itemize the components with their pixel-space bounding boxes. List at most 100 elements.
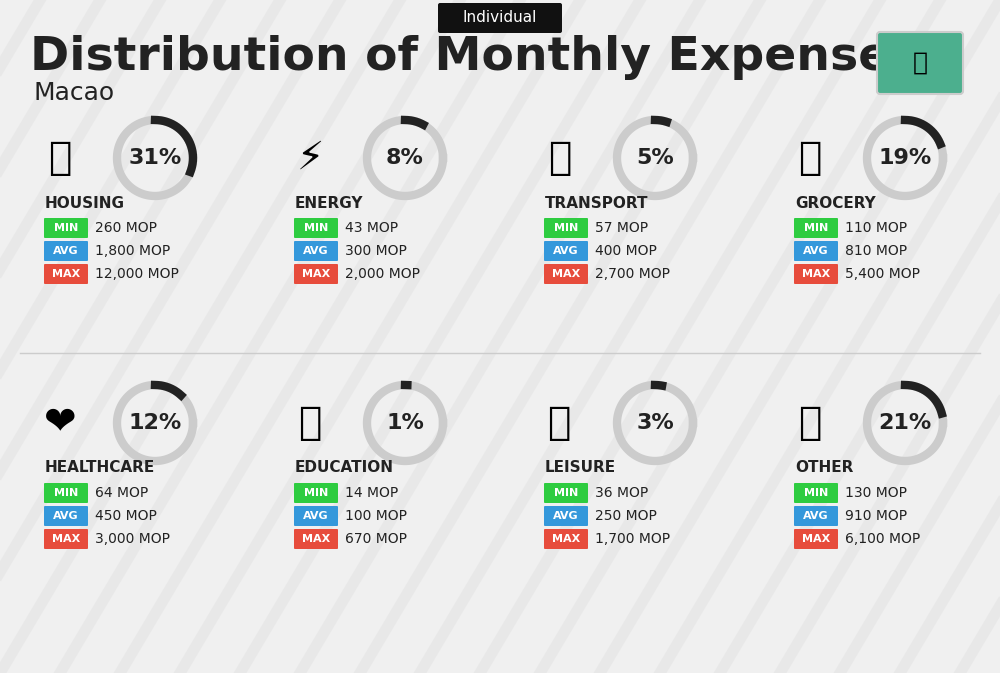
Text: MIN: MIN <box>554 223 578 233</box>
Text: 43 MOP: 43 MOP <box>345 221 398 235</box>
Text: 1,700 MOP: 1,700 MOP <box>595 532 670 546</box>
Text: MIN: MIN <box>804 488 828 498</box>
Text: 100 MOP: 100 MOP <box>345 509 407 523</box>
Text: Individual: Individual <box>463 11 537 26</box>
Text: 3%: 3% <box>636 413 674 433</box>
Text: MIN: MIN <box>54 488 78 498</box>
Text: MIN: MIN <box>554 488 578 498</box>
Text: MAX: MAX <box>802 269 830 279</box>
FancyBboxPatch shape <box>544 241 588 261</box>
Text: MIN: MIN <box>304 223 328 233</box>
Text: 21%: 21% <box>878 413 932 433</box>
Text: 🌺: 🌺 <box>912 51 928 75</box>
Text: 6,100 MOP: 6,100 MOP <box>845 532 920 546</box>
Text: 57 MOP: 57 MOP <box>595 221 648 235</box>
Text: Macao: Macao <box>33 81 114 105</box>
FancyBboxPatch shape <box>544 506 588 526</box>
Text: 3,000 MOP: 3,000 MOP <box>95 532 170 546</box>
Text: 🚌: 🚌 <box>548 139 572 177</box>
Text: AVG: AVG <box>803 246 829 256</box>
Text: 🛍️: 🛍️ <box>548 404 572 442</box>
Text: EDUCATION: EDUCATION <box>295 460 394 476</box>
Text: GROCERY: GROCERY <box>795 195 876 211</box>
FancyBboxPatch shape <box>794 506 838 526</box>
Text: MIN: MIN <box>804 223 828 233</box>
FancyBboxPatch shape <box>294 264 338 284</box>
Text: Distribution of Monthly Expenses: Distribution of Monthly Expenses <box>30 36 918 81</box>
FancyBboxPatch shape <box>44 241 88 261</box>
FancyBboxPatch shape <box>794 483 838 503</box>
Text: MAX: MAX <box>52 534 80 544</box>
Text: 12,000 MOP: 12,000 MOP <box>95 267 179 281</box>
FancyBboxPatch shape <box>44 529 88 549</box>
FancyBboxPatch shape <box>44 483 88 503</box>
Text: 810 MOP: 810 MOP <box>845 244 907 258</box>
Text: 36 MOP: 36 MOP <box>595 486 648 500</box>
Text: 300 MOP: 300 MOP <box>345 244 407 258</box>
FancyBboxPatch shape <box>294 218 338 238</box>
Text: 1%: 1% <box>386 413 424 433</box>
FancyBboxPatch shape <box>877 32 963 94</box>
Text: AVG: AVG <box>303 246 329 256</box>
FancyBboxPatch shape <box>438 3 562 33</box>
Text: 14 MOP: 14 MOP <box>345 486 398 500</box>
Text: MAX: MAX <box>302 269 330 279</box>
Text: MIN: MIN <box>54 223 78 233</box>
Text: 12%: 12% <box>128 413 182 433</box>
Text: LEISURE: LEISURE <box>545 460 616 476</box>
Text: 260 MOP: 260 MOP <box>95 221 157 235</box>
Text: MAX: MAX <box>552 534 580 544</box>
Text: ❤️: ❤️ <box>44 404 76 442</box>
Text: 🎓: 🎓 <box>298 404 322 442</box>
Text: 64 MOP: 64 MOP <box>95 486 148 500</box>
Text: AVG: AVG <box>53 246 79 256</box>
Text: 5%: 5% <box>636 148 674 168</box>
FancyBboxPatch shape <box>544 264 588 284</box>
Text: HEALTHCARE: HEALTHCARE <box>45 460 155 476</box>
FancyBboxPatch shape <box>294 529 338 549</box>
Text: 2,700 MOP: 2,700 MOP <box>595 267 670 281</box>
Text: AVG: AVG <box>803 511 829 521</box>
Text: 5,400 MOP: 5,400 MOP <box>845 267 920 281</box>
FancyBboxPatch shape <box>44 264 88 284</box>
Text: MAX: MAX <box>552 269 580 279</box>
FancyBboxPatch shape <box>544 218 588 238</box>
Text: 31%: 31% <box>128 148 182 168</box>
Text: AVG: AVG <box>303 511 329 521</box>
FancyBboxPatch shape <box>794 241 838 261</box>
Text: 1,800 MOP: 1,800 MOP <box>95 244 170 258</box>
Text: 110 MOP: 110 MOP <box>845 221 907 235</box>
FancyBboxPatch shape <box>544 529 588 549</box>
FancyBboxPatch shape <box>794 218 838 238</box>
FancyBboxPatch shape <box>44 218 88 238</box>
Text: ⚡: ⚡ <box>296 139 324 177</box>
Text: MIN: MIN <box>304 488 328 498</box>
Text: 19%: 19% <box>878 148 932 168</box>
Text: 💰: 💰 <box>798 404 822 442</box>
Text: MAX: MAX <box>302 534 330 544</box>
FancyBboxPatch shape <box>294 483 338 503</box>
Text: AVG: AVG <box>553 246 579 256</box>
Text: 400 MOP: 400 MOP <box>595 244 657 258</box>
Text: TRANSPORT: TRANSPORT <box>545 195 648 211</box>
FancyBboxPatch shape <box>794 529 838 549</box>
Text: 8%: 8% <box>386 148 424 168</box>
FancyBboxPatch shape <box>294 506 338 526</box>
Text: 130 MOP: 130 MOP <box>845 486 907 500</box>
Text: ENERGY: ENERGY <box>295 195 364 211</box>
Text: 🏢: 🏢 <box>48 139 72 177</box>
Text: HOUSING: HOUSING <box>45 195 125 211</box>
Text: MAX: MAX <box>52 269 80 279</box>
FancyBboxPatch shape <box>294 241 338 261</box>
Text: 450 MOP: 450 MOP <box>95 509 157 523</box>
FancyBboxPatch shape <box>44 506 88 526</box>
Text: 2,000 MOP: 2,000 MOP <box>345 267 420 281</box>
Text: 250 MOP: 250 MOP <box>595 509 657 523</box>
FancyBboxPatch shape <box>544 483 588 503</box>
Text: OTHER: OTHER <box>795 460 853 476</box>
Text: MAX: MAX <box>802 534 830 544</box>
Text: 910 MOP: 910 MOP <box>845 509 907 523</box>
Text: 🛒: 🛒 <box>798 139 822 177</box>
Text: 670 MOP: 670 MOP <box>345 532 407 546</box>
Text: AVG: AVG <box>553 511 579 521</box>
